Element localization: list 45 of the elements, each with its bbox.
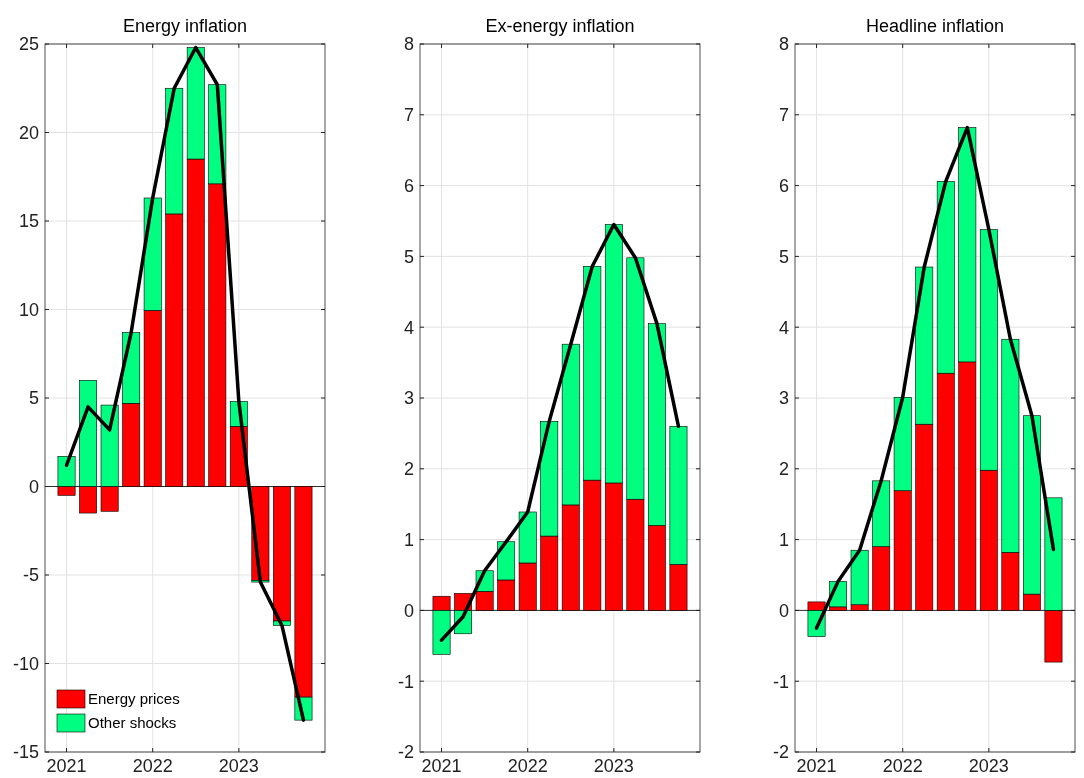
y-tick-label: 0 xyxy=(778,600,789,621)
y-tick-label: -10 xyxy=(12,653,39,674)
y-tick-label: 2 xyxy=(403,459,414,480)
y-tick-label: 0 xyxy=(403,600,414,621)
x-tick-label: 2023 xyxy=(968,756,1009,776)
y-tick-label: 8 xyxy=(778,34,789,55)
y-tick-label: 6 xyxy=(403,175,414,196)
x-tick-label: 2023 xyxy=(218,756,259,776)
y-tick-label: 8 xyxy=(403,34,414,55)
y-tick-label: 10 xyxy=(18,299,39,320)
y-tick-label: 7 xyxy=(778,105,789,126)
y-tick-label: 5 xyxy=(403,246,414,267)
y-tick-label: 0 xyxy=(28,476,39,497)
y-tick-label: -2 xyxy=(397,742,414,763)
y-tick-label: 1 xyxy=(403,529,414,550)
y-tick-label: 15 xyxy=(18,211,39,232)
chart-title: Headline inflation xyxy=(865,16,1005,36)
y-tick-label: 3 xyxy=(403,388,414,409)
y-tick-label: 5 xyxy=(778,246,789,267)
y-tick-label: 4 xyxy=(778,317,789,338)
y-tick-label: 25 xyxy=(18,34,39,55)
x-tick-label: 2021 xyxy=(46,756,87,776)
x-tick-label: 2023 xyxy=(593,756,634,776)
y-tick-label: 20 xyxy=(18,122,39,143)
y-tick-label: 5 xyxy=(28,388,39,409)
y-tick-label: 4 xyxy=(403,317,414,338)
x-tick-label: 2021 xyxy=(796,756,837,776)
x-tick-label: 2022 xyxy=(882,756,923,776)
y-tick-label: -5 xyxy=(22,565,39,586)
y-tick-label: -1 xyxy=(772,671,789,692)
y-tick-label: 7 xyxy=(403,105,414,126)
chart-title: Energy inflation xyxy=(122,16,248,36)
chart-title: Ex-energy inflation xyxy=(485,16,635,36)
y-tick-label: 6 xyxy=(778,175,789,196)
y-tick-label: 3 xyxy=(778,388,789,409)
legend-label: Energy prices xyxy=(88,690,180,707)
y-tick-label: -2 xyxy=(772,742,789,763)
y-tick-label: 2 xyxy=(778,459,789,480)
legend-label: Other shocks xyxy=(88,714,177,731)
x-tick-label: 2022 xyxy=(132,756,173,776)
x-tick-label: 2021 xyxy=(421,756,462,776)
y-tick-label: 1 xyxy=(778,529,789,550)
y-tick-label: -15 xyxy=(12,742,39,763)
y-tick-label: -1 xyxy=(397,671,414,692)
x-tick-label: 2022 xyxy=(507,756,548,776)
